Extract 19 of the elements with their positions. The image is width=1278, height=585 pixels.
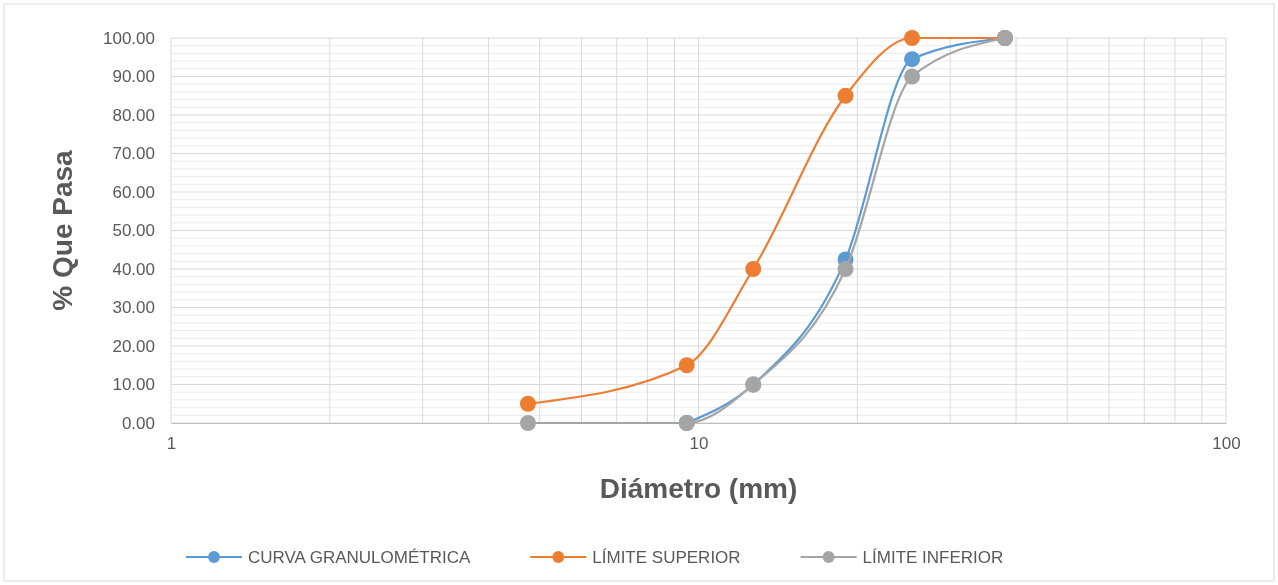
y-tick-label: 20.00 <box>112 336 155 356</box>
legend-label: LÍMITE SUPERIOR <box>592 548 741 567</box>
y-tick-label: 30.00 <box>112 298 155 318</box>
x-tick-label: 10 <box>689 434 709 454</box>
y-tick-label: 80.00 <box>112 105 155 125</box>
y-axis-title: % Que Pasa <box>47 149 78 311</box>
y-tick-label: 70.00 <box>112 144 155 164</box>
x-tick-label: 100 <box>1212 434 1241 454</box>
y-tick-label: 0.00 <box>121 413 155 433</box>
legend-label: LÍMITE INFERIOR <box>862 548 1004 567</box>
y-tick-label: 100.00 <box>103 28 155 48</box>
legend-label: CURVA GRANULOMÉTRICA <box>248 548 471 567</box>
y-tick-label: 10.00 <box>112 375 155 395</box>
x-axis-title: Diámetro (mm) <box>599 473 798 504</box>
y-tick-label: 60.00 <box>112 182 155 202</box>
y-tick-label: 90.00 <box>112 67 155 87</box>
y-tick-label: 40.00 <box>112 259 155 279</box>
x-tick-label: 1 <box>166 434 177 454</box>
y-tick-label: 50.00 <box>112 221 155 241</box>
